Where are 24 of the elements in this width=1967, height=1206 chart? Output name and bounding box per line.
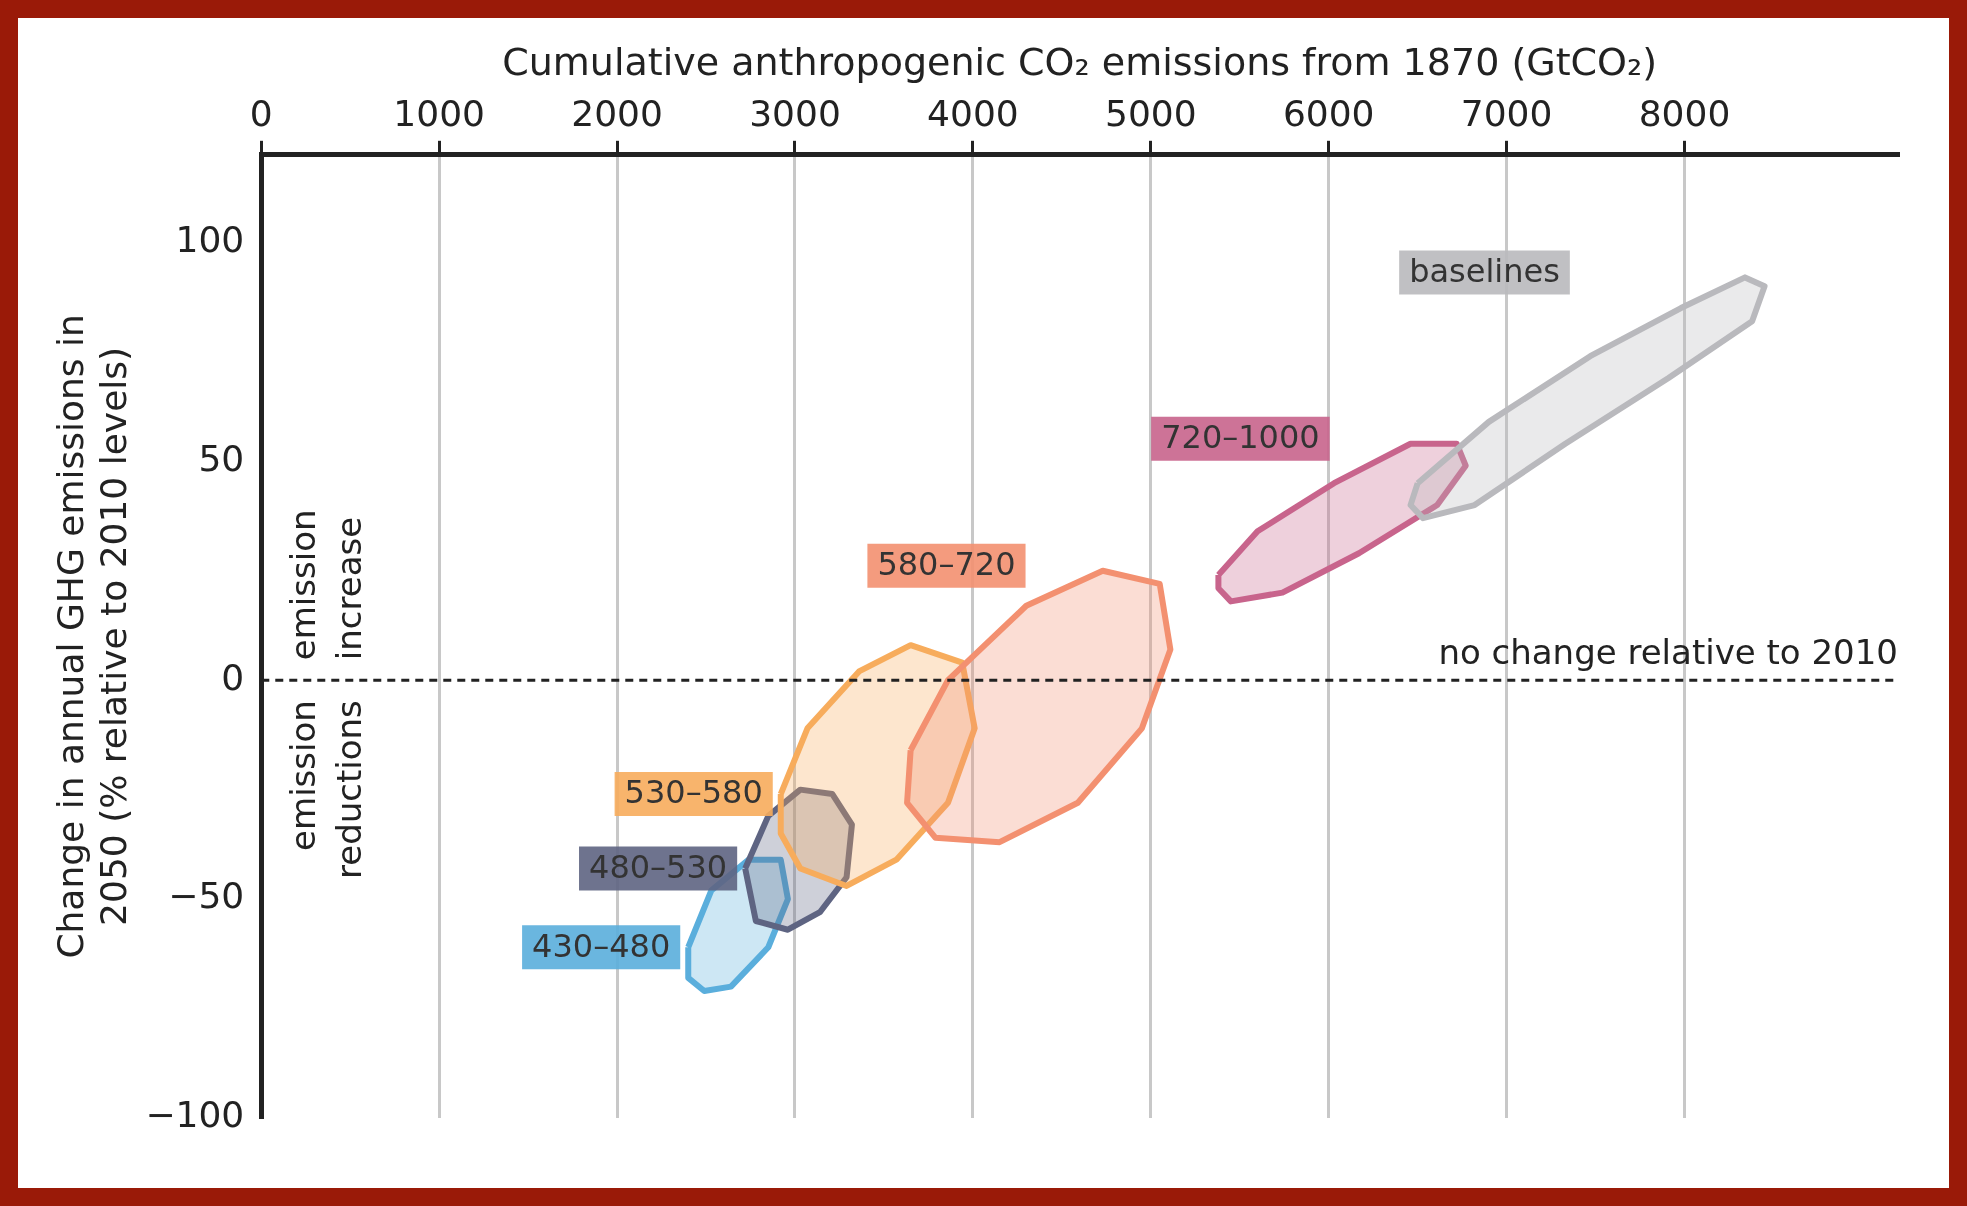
x-tick-label: 4000 (927, 92, 1019, 134)
series-label: 430–480 (532, 926, 671, 965)
x-tick-label: 3000 (749, 92, 841, 134)
x-tick-label: 2000 (571, 92, 663, 134)
y-tick-label: 0 (221, 656, 245, 698)
series-label: 480–530 (589, 847, 728, 886)
x-tick-label: 7000 (1460, 92, 1553, 134)
y-tick-label: −100 (145, 1094, 245, 1136)
x-tick-label: 1000 (393, 92, 485, 134)
x-tick-label: 0 (249, 92, 273, 134)
series-label: 580–720 (877, 545, 1016, 584)
annotation: emission increase (283, 509, 370, 661)
x-axis-title: Cumulative anthropogenic CO₂ emissions from 1870 (GtCO₂) (502, 39, 1658, 84)
y-tick-label: −50 (168, 875, 245, 917)
y-axis-title: Change in annual GHG emissions in 2050 (% relative to 2010 levels) (49, 314, 135, 959)
series-label: 720–1000 (1161, 418, 1320, 457)
y-tick-label: 50 (198, 437, 245, 479)
x-tick-label: 6000 (1282, 92, 1375, 134)
series-label: 530–580 (624, 773, 763, 812)
annotation: emission reductions (283, 700, 370, 880)
x-tick-label: 8000 (1638, 92, 1731, 134)
text: baselines (1409, 251, 1560, 290)
x-tick-label: 5000 (1104, 92, 1197, 134)
y-tick-label: 100 (175, 218, 245, 260)
